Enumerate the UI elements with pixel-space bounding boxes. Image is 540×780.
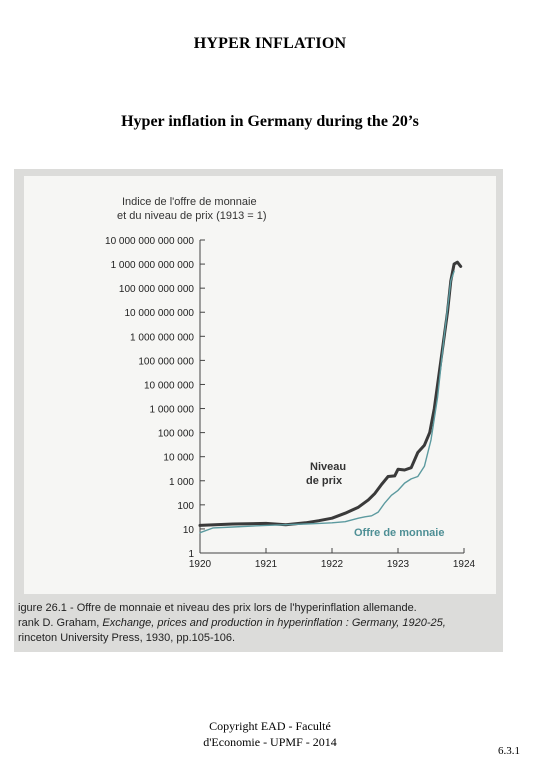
caption-line-3: rinceton University Press, 1930, pp.105-…: [18, 632, 236, 644]
chart-title-line2: et du niveau de prix (1913 = 1): [117, 210, 267, 222]
caption-line-1: igure 26.1 - Offre de monnaie et niveau …: [18, 602, 417, 614]
y-tick-label: 1 000 000 000: [130, 332, 194, 343]
y-tick-label: 1: [188, 549, 194, 560]
chart-axes: 1 10 100 1 000 10 000 100 000 1 000 000 10 000 …: [105, 236, 476, 570]
page-number: 6.3.1: [498, 745, 520, 757]
chart-series: [198, 260, 463, 534]
annotation-offre: Offre de monnaie: [354, 527, 444, 539]
figure-caption: igure 26.1 - Offre de monnaie et niveau …: [18, 601, 498, 646]
y-tick-label: 1 000: [169, 477, 194, 488]
x-tick-label: 1923: [387, 559, 410, 570]
y-tick-label: 10 000: [163, 453, 194, 464]
y-tick-label: 100 000 000 000: [119, 284, 195, 295]
annotation-niveau-line1: Niveau: [310, 461, 346, 473]
x-tick-label: 1921: [255, 559, 278, 570]
x-tick-label: 1922: [321, 559, 344, 570]
y-tick-label: 100: [177, 501, 194, 512]
caption-author: rank D. Graham,: [18, 617, 103, 629]
y-tick-label: 10 000 000 000: [124, 308, 194, 319]
caption-line-2: rank D. Graham, Exchange, prices and pro…: [18, 616, 498, 631]
y-tick-label: 100 000: [158, 429, 195, 440]
x-tick-label: 1920: [189, 559, 212, 570]
chart-panel: Indice de l'offre de monnaie et du nivea…: [24, 176, 496, 594]
copyright-line-2: d'Economie - UPMF - 2014: [203, 735, 337, 749]
caption-book-title: Exchange, prices and production in hyper…: [102, 617, 446, 629]
copyright-notice: Copyright EAD - Faculté d'Economie - UPM…: [170, 718, 370, 750]
scanned-figure: Indice de l'offre de monnaie et du nivea…: [14, 169, 503, 652]
page-title: HYPER INFLATION: [193, 35, 347, 52]
page-subtitle: Hyper inflation in Germany during the 20…: [121, 113, 419, 130]
inflation-chart: Indice de l'offre de monnaie et du nivea…: [105, 196, 476, 570]
copyright-line-1: Copyright EAD - Faculté: [209, 719, 331, 733]
series-line-offre-de-monnaie: [199, 270, 455, 534]
y-tick-label: 1 000 000 000 000: [111, 260, 195, 271]
annotation-niveau-line2: de prix: [306, 475, 343, 487]
y-tick-label: 10: [183, 525, 195, 536]
y-tick-label: 100 000 000: [138, 356, 194, 367]
chart-title-line1: Indice de l'offre de monnaie: [122, 196, 257, 208]
y-tick-label: 1 000 000: [150, 405, 195, 416]
x-tick-label: 1924: [453, 559, 476, 570]
y-tick-label: 10 000 000 000 000: [105, 236, 194, 247]
y-tick-label: 10 000 000: [144, 380, 194, 391]
